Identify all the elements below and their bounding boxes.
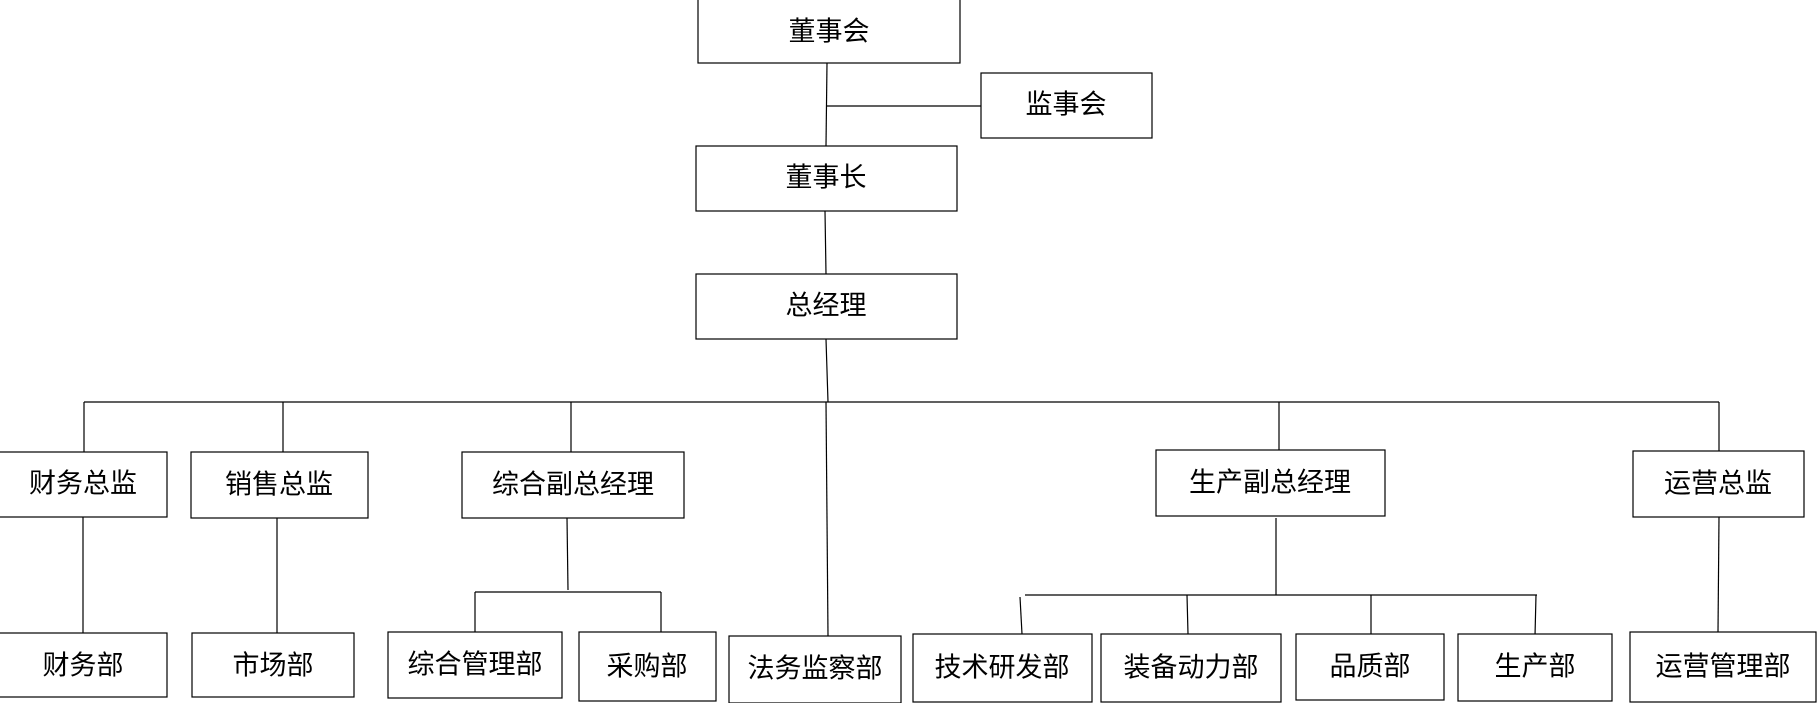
node-ops-dir: 运营总监 bbox=[1632, 450, 1805, 518]
node-legal-label: 法务监察部 bbox=[748, 654, 883, 685]
node-equipment: 装备动力部 bbox=[1100, 633, 1282, 703]
node-admin-mgmt: 综合管理部 bbox=[387, 631, 563, 699]
node-quality-label: 品质部 bbox=[1330, 652, 1411, 683]
node-ops-dir-label: 运营总监 bbox=[1664, 469, 1772, 500]
node-admin-vp: 综合副总经理 bbox=[461, 451, 685, 519]
node-finance: 财务部 bbox=[0, 632, 168, 698]
node-market: 市场部 bbox=[191, 632, 355, 698]
edge-production bbox=[1534, 594, 1537, 637]
node-board: 董事会 bbox=[697, 0, 961, 64]
edge-ops-dir-mgmt bbox=[1717, 516, 1720, 633]
node-production: 生产部 bbox=[1457, 633, 1613, 702]
node-quality: 品质部 bbox=[1295, 633, 1445, 701]
edge-equipment bbox=[1186, 594, 1189, 635]
node-supervisory: 监事会 bbox=[980, 72, 1153, 139]
node-production-label: 生产部 bbox=[1495, 652, 1576, 683]
node-sales-dir: 销售总监 bbox=[190, 451, 369, 519]
edge-rnd bbox=[1019, 596, 1023, 635]
node-market-label: 市场部 bbox=[233, 651, 314, 682]
node-board-label: 董事会 bbox=[789, 17, 870, 48]
node-ops-mgmt: 运营管理部 bbox=[1629, 631, 1817, 703]
node-supervisory-label: 监事会 bbox=[1026, 90, 1107, 121]
edge-board-chairman bbox=[825, 62, 828, 147]
node-equipment-label: 装备动力部 bbox=[1124, 653, 1259, 684]
node-gm-label: 总经理 bbox=[786, 291, 867, 322]
node-gm: 总经理 bbox=[695, 273, 958, 340]
node-legal: 法务监察部 bbox=[728, 635, 902, 703]
node-admin-mgmt-label: 综合管理部 bbox=[408, 650, 543, 681]
edge-chairman-gm bbox=[824, 210, 827, 275]
node-chairman-label: 董事长 bbox=[786, 163, 867, 194]
node-sales-dir-label: 销售总监 bbox=[225, 470, 333, 501]
edge-gm-bus bbox=[825, 338, 829, 403]
node-rnd-label: 技术研发部 bbox=[935, 653, 1070, 684]
connectors bbox=[82, 62, 1720, 637]
node-purchasing-label: 采购部 bbox=[607, 652, 688, 683]
edge-admin-vp-bus bbox=[566, 517, 569, 591]
node-cfo-label: 财务总监 bbox=[29, 469, 137, 500]
node-cfo: 财务总监 bbox=[0, 451, 168, 518]
node-ops-mgmt-label: 运营管理部 bbox=[1656, 652, 1791, 683]
node-prod-vp-label: 生产副总经理 bbox=[1189, 468, 1351, 499]
node-finance-label: 财务部 bbox=[43, 651, 124, 682]
edge-legal bbox=[825, 401, 829, 637]
node-purchasing: 采购部 bbox=[578, 631, 717, 702]
node-prod-vp: 生产副总经理 bbox=[1155, 449, 1386, 517]
node-rnd: 技术研发部 bbox=[912, 633, 1093, 703]
node-admin-vp-label: 综合副总经理 bbox=[492, 470, 654, 501]
node-chairman: 董事长 bbox=[695, 145, 958, 212]
